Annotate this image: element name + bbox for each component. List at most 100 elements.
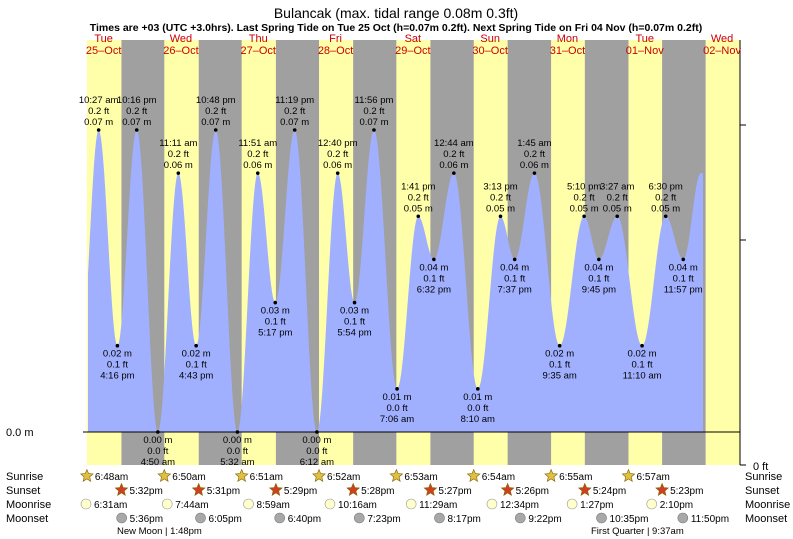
sunrise-icon — [544, 468, 559, 482]
high-tide-point — [292, 128, 297, 132]
moonrise-time: 2:10pm — [660, 500, 693, 511]
moonset-time: 5:36pm — [130, 514, 163, 525]
sunset-icon — [346, 482, 361, 496]
low-tide-point — [476, 387, 480, 391]
high-tide-time: 10:27 am — [79, 95, 119, 106]
high-tide-time: 3:27 am — [600, 181, 634, 192]
high-tide-point — [255, 171, 260, 175]
low-tide-time: 4:16 pm — [100, 371, 134, 382]
low-tide-point — [352, 300, 357, 305]
low-tide-ft: 0.0 ft — [387, 403, 408, 414]
moonrise-time: 12:34pm — [500, 500, 539, 511]
low-tide-time: 9:45 pm — [582, 284, 616, 295]
sunset-time: 5:27pm — [438, 486, 471, 497]
high-tide-time: 1:41 pm — [401, 181, 435, 192]
high-tide-m: 0.07 m — [359, 117, 388, 128]
sunset-icon — [655, 482, 670, 496]
low-tide-m: 0.00 m — [143, 435, 172, 446]
sunrise-time: 6:54am — [482, 472, 515, 483]
high-tide-time: 12:44 am — [434, 138, 474, 149]
sunrise-time: 6:57am — [636, 472, 669, 483]
low-tide-ft: 0.0 ft — [306, 446, 327, 457]
chart-subtitle: Times are +03 (UTC +3.0hrs). Last Spring… — [90, 22, 702, 34]
sunset-time: 5:31pm — [207, 486, 240, 497]
sunrise-time: 6:52am — [327, 472, 360, 483]
moonrise-label-left: Moonrise — [6, 499, 51, 511]
high-tide-m: 0.06 m — [243, 160, 272, 171]
low-tide-m: 0.04 m — [584, 262, 613, 273]
low-tide-point — [273, 300, 278, 305]
sunset-icon — [191, 482, 206, 496]
high-tide-point — [663, 214, 668, 219]
moonrise-icon — [486, 498, 498, 510]
high-tide-m: 0.05 m — [486, 203, 515, 214]
moonset-icon — [515, 512, 526, 524]
low-tide-time: 11:10 am — [623, 371, 662, 382]
sunset-icon — [268, 482, 283, 496]
high-tide-time: 6:30 pm — [649, 181, 683, 192]
sunrise-time: 6:53am — [404, 472, 437, 483]
sunrise-time: 6:48am — [95, 472, 128, 483]
low-tide-m: 0.02 m — [628, 349, 657, 360]
sunrise-time: 6:55am — [559, 472, 592, 483]
low-tide-time: 11:57 pm — [664, 284, 703, 295]
low-tide-m: 0.02 m — [545, 349, 574, 360]
low-tide-point — [115, 343, 120, 348]
high-tide-ft: 0.2 ft — [408, 192, 429, 203]
high-tide-point — [213, 128, 218, 132]
day-header-date: 26–Oct — [163, 45, 198, 57]
high-tide-point — [372, 128, 376, 132]
tide-markers: 10:27 am0.2 ft0.07 m0.02 m0.1 ft4:16 pm1… — [79, 95, 703, 468]
low-tide-time: 5:54 pm — [337, 328, 371, 339]
sunrise-icon — [389, 468, 404, 482]
low-tide-time: 6:12 am — [300, 457, 334, 468]
moon-phase-first-quarter: First Quarter | 9:37am — [591, 526, 684, 537]
sunset-icon — [577, 482, 592, 496]
moonset-time: 7:23pm — [367, 514, 400, 525]
high-tide-ft: 0.2 ft — [126, 106, 147, 117]
high-tide-ft: 0.2 ft — [363, 106, 384, 117]
low-tide-m: 0.01 m — [463, 392, 492, 403]
high-tide-m: 0.06 m — [520, 160, 549, 171]
day-header-date: 01–Nov — [626, 45, 664, 57]
day-header-dow: Mon — [557, 33, 578, 45]
low-tide-point — [395, 387, 399, 391]
high-tide-ft: 0.2 ft — [607, 192, 628, 203]
day-header-dow: Wed — [170, 33, 192, 45]
moonset-time: 9:22pm — [528, 514, 561, 525]
high-tide-m: 0.06 m — [164, 160, 193, 171]
low-tide-ft: 0.1 ft — [549, 360, 570, 371]
day-header-date: 30–Oct — [472, 45, 507, 57]
low-tide-time: 7:37 pm — [498, 284, 532, 295]
moonset-time: 6:05pm — [209, 514, 242, 525]
moonset-time: 11:50pm — [691, 514, 729, 525]
low-tide-time: 6:32 pm — [417, 284, 451, 295]
sunset-label-left: Sunset — [6, 485, 40, 497]
sunset-time: 5:24pm — [593, 486, 626, 497]
low-tide-point — [681, 257, 686, 262]
moonrise-time: 8:59am — [257, 500, 290, 511]
moonrise-icon — [405, 498, 417, 510]
moonrise-icon — [566, 498, 578, 510]
low-tide-ft: 0.1 ft — [504, 273, 525, 284]
high-tide-m: 0.05 m — [603, 203, 632, 214]
high-tide-ft: 0.2 ft — [443, 149, 464, 160]
moonset-icon — [677, 512, 689, 524]
high-tide-ft: 0.2 ft — [327, 149, 348, 160]
day-header-date: 28–Oct — [318, 45, 353, 57]
high-tide-m: 0.06 m — [323, 160, 352, 171]
high-tide-m: 0.05 m — [570, 203, 599, 214]
high-tide-point — [335, 171, 340, 175]
high-tide-ft: 0.2 ft — [88, 106, 109, 117]
high-tide-m: 0.07 m — [122, 117, 151, 128]
high-tide-time: 10:48 pm — [196, 95, 236, 106]
high-tide-ft: 0.2 ft — [205, 106, 226, 117]
day-header-date: 27–Oct — [241, 45, 276, 57]
low-tide-time: 5:17 pm — [258, 328, 292, 339]
day-header-date: 02–Nov — [703, 45, 741, 57]
high-tide-point — [532, 171, 537, 175]
left-axis-zero-label: 0.0 m — [6, 427, 34, 439]
low-tide-m: 0.04 m — [419, 262, 448, 273]
